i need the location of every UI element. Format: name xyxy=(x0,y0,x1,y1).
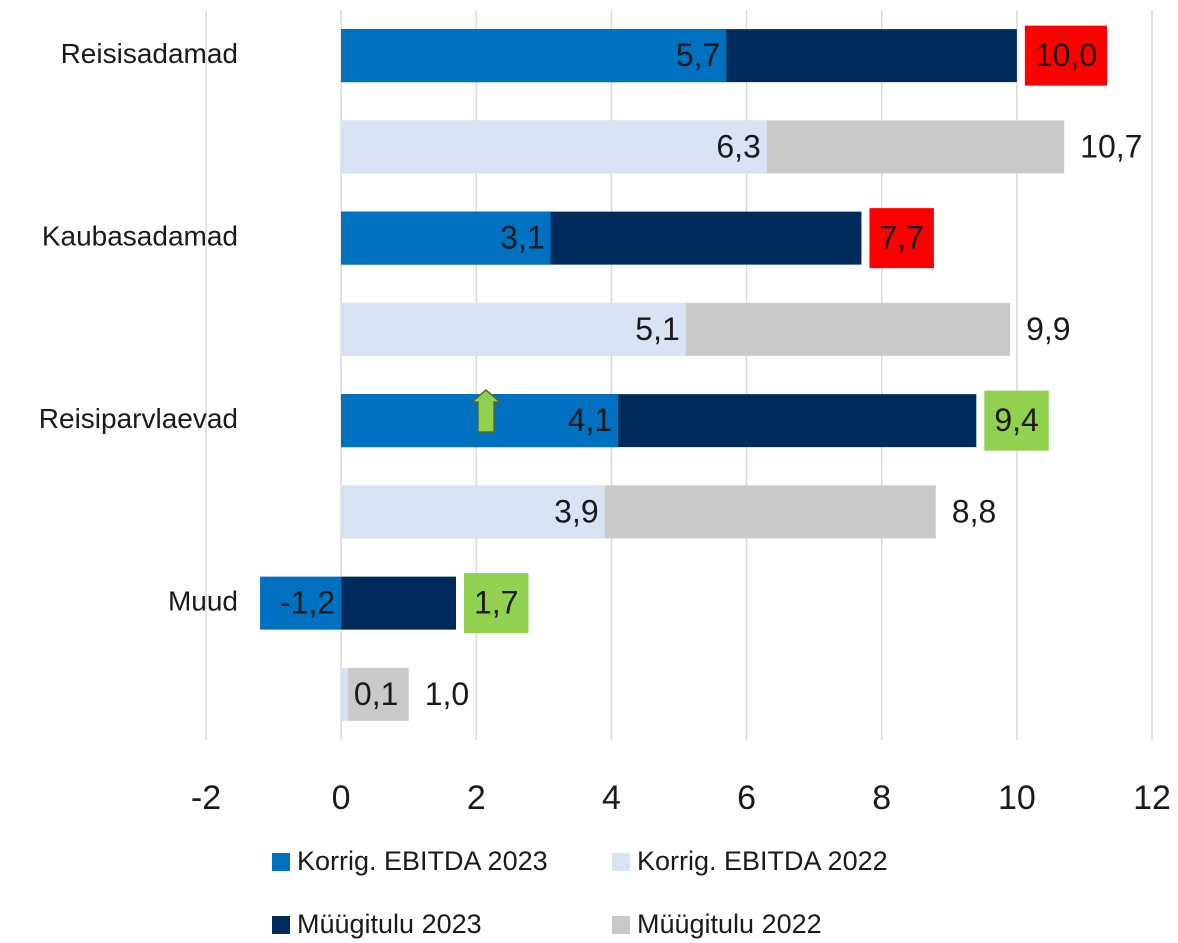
x-tick-label: 6 xyxy=(737,779,756,817)
value-label-background xyxy=(869,208,934,269)
value-label: -1,2 xyxy=(280,585,335,621)
value-label: 1,7 xyxy=(474,585,518,621)
x-tick-label: 8 xyxy=(872,779,891,817)
legend-swatch xyxy=(612,853,630,871)
value-label: 6,3 xyxy=(716,128,760,164)
value-label: 5,1 xyxy=(635,311,679,347)
value-label: 10,7 xyxy=(1080,128,1142,164)
value-label: 7,7 xyxy=(879,220,923,256)
category-label: Muud xyxy=(168,586,238,617)
legend-label: Müügitulu 2023 xyxy=(297,909,482,939)
value-label-background xyxy=(1024,25,1108,86)
x-tick-label: 0 xyxy=(332,779,351,817)
labels: 10,7 9,9 8,8 1,0 10,0 7,7 9,4 1,7 6,3 5,1 3,9 0,1 5,… xyxy=(280,25,1142,712)
bar xyxy=(260,576,342,630)
legend-label: Korrig. EBITDA 2022 xyxy=(637,846,888,876)
legend-label: Korrig. EBITDA 2023 xyxy=(297,846,548,876)
value-label: 1,0 xyxy=(425,676,469,712)
value-label: 8,8 xyxy=(952,493,996,529)
value-label: 10,0 xyxy=(1035,37,1097,73)
legend-swatch xyxy=(272,916,290,934)
x-tick-label: 2 xyxy=(467,779,486,817)
value-label: 3,1 xyxy=(500,220,544,256)
legend-label: Müügitulu 2022 xyxy=(637,909,822,939)
bars xyxy=(260,29,1065,721)
x-tick-label: 12 xyxy=(1133,779,1171,817)
grid xyxy=(205,10,1153,740)
value-label: 9,9 xyxy=(1026,311,1070,347)
bar xyxy=(341,120,767,174)
value-label: 3,9 xyxy=(554,493,598,529)
value-label-background xyxy=(984,390,1049,451)
category-label: Kaubasadamad xyxy=(42,221,238,252)
up-arrow xyxy=(469,389,503,433)
bar xyxy=(341,485,605,539)
value-label: 0,1 xyxy=(354,676,398,712)
bar xyxy=(341,576,457,630)
category-label: Reisiparvlaevad xyxy=(39,403,238,434)
bar xyxy=(341,211,551,265)
x-tick-label: 4 xyxy=(602,779,621,817)
value-label: 5,7 xyxy=(676,37,720,73)
bar xyxy=(341,667,348,721)
legend-swatch xyxy=(612,916,630,934)
bar xyxy=(341,667,409,721)
category-label: Reisisadamad xyxy=(61,38,238,69)
legend-swatch xyxy=(272,853,290,871)
x-tick-label: -2 xyxy=(191,779,221,817)
value-label-background xyxy=(464,573,529,634)
value-label: 4,1 xyxy=(568,402,612,438)
x-tick-label: 10 xyxy=(998,779,1036,817)
value-label: 9,4 xyxy=(994,402,1038,438)
bar xyxy=(341,302,686,356)
bar xyxy=(341,29,727,83)
